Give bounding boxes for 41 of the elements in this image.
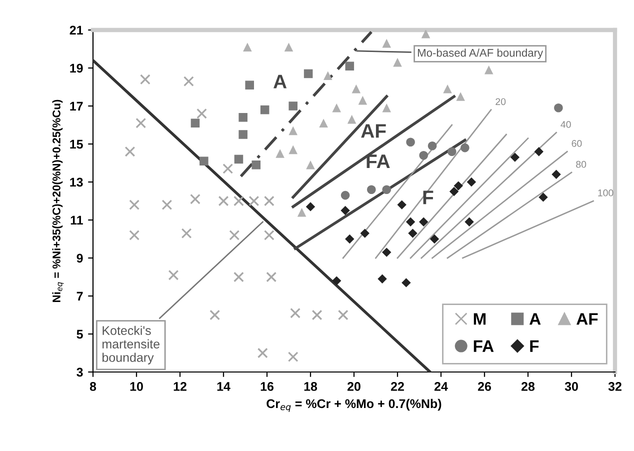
y-tick-label: 19 (70, 64, 83, 73)
annotation: Kotecki's martensite boundary (102, 326, 160, 364)
y-tick-label: 11 (70, 216, 83, 225)
series-label: 40 (560, 121, 571, 128)
x-tick-label: 10 (130, 382, 143, 391)
y-tick-label: 7 (76, 292, 83, 301)
annotation: A (274, 74, 287, 88)
series-label: 80 (576, 160, 586, 168)
y-tick-label: 13 (70, 178, 83, 187)
x-tick-label: 24 (434, 382, 448, 391)
x-tick-label: 26 (478, 382, 491, 391)
y-axis-title: Ni$_{eq}$ = %Ni+35(%C)+20(%N)+0.25(%Cu) (52, 100, 64, 302)
x-tick-label: 30 (564, 382, 578, 391)
annotation: Mo-based A/AF boundary (418, 48, 544, 59)
x-tick-label: 20 (347, 382, 360, 391)
x-tick-label: 18 (304, 382, 318, 391)
annotation: F (423, 190, 434, 204)
legend-label: M (474, 313, 486, 325)
y-tick-label: 17 (70, 102, 83, 111)
x-tick-label: 32 (608, 382, 622, 391)
legend-label: F (530, 340, 539, 352)
annotation: AF (361, 124, 386, 138)
x-tick-label: 22 (390, 382, 404, 391)
legend-label: AF (576, 313, 598, 325)
y-tick-label: 5 (76, 330, 83, 339)
legend-label: FA (474, 340, 494, 352)
x-tick-label: 28 (521, 382, 535, 391)
x-tick-label: 16 (260, 382, 274, 391)
legend-label: A (529, 313, 541, 325)
x-axis-title: Cr$_{eq}$ = %Cr + %Mo + 0.7(%Nb) (266, 398, 442, 412)
y-tick-label: 21 (70, 26, 83, 35)
y-tick-label: 15 (70, 140, 83, 149)
series-label: 20 (496, 98, 506, 106)
x-tick-label: 14 (217, 382, 230, 391)
annotation: FA (366, 154, 390, 168)
y-tick-label: 3 (76, 368, 83, 377)
y-tick-label: 9 (76, 254, 83, 263)
series-label: 60 (572, 140, 582, 147)
series-label: 100 (598, 189, 614, 196)
x-tick-label: 12 (174, 382, 186, 391)
x-tick-label: 8 (90, 382, 96, 391)
